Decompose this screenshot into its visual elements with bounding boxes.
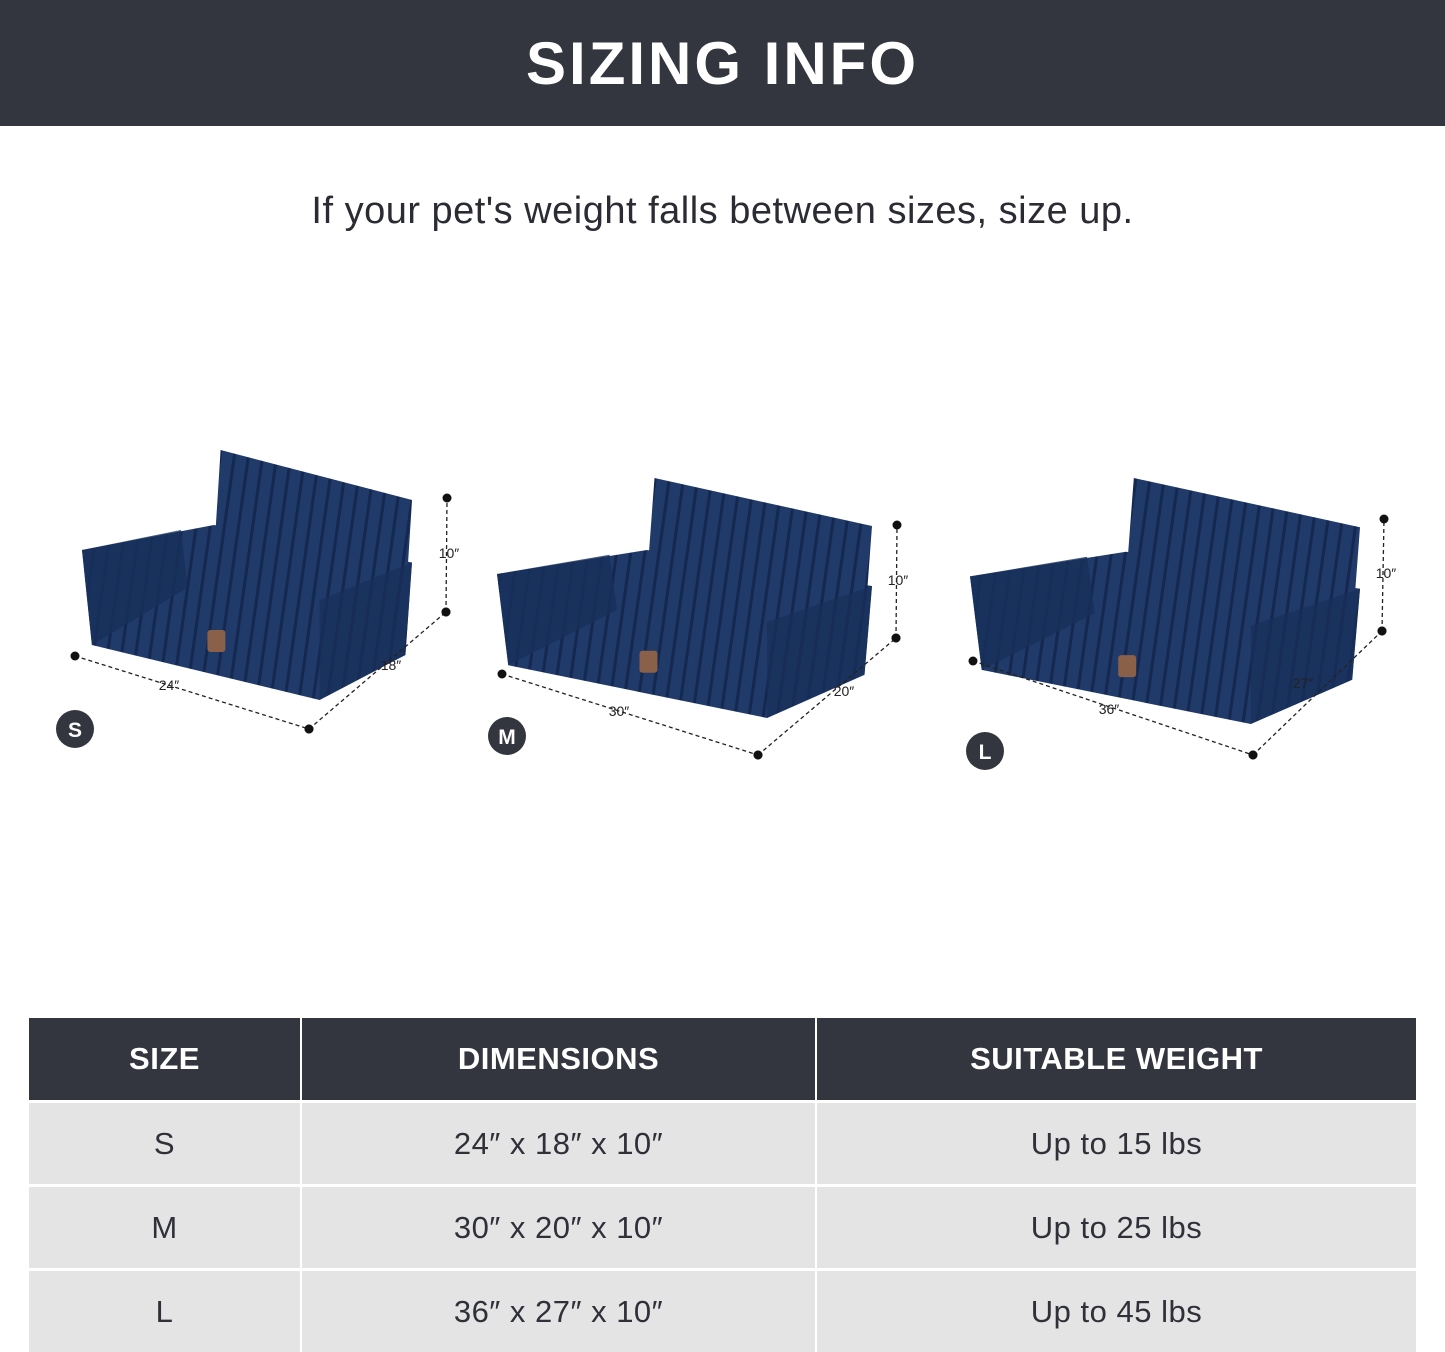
header-size: SIZE — [29, 1018, 301, 1102]
pet-bed-m — [497, 478, 872, 718]
dimension-dot — [754, 751, 763, 760]
dimension-dot — [1249, 751, 1258, 760]
dimension-dot — [892, 634, 901, 643]
brand-tag — [1118, 655, 1136, 677]
dimension-label-height: 10″ — [1376, 565, 1397, 581]
dimension-dot — [305, 725, 314, 734]
cell-dimensions: 24″ x 18″ x 10″ — [301, 1102, 816, 1186]
dimension-label-width: 30″ — [609, 703, 630, 719]
dimension-label-depth: 27″ — [1293, 675, 1314, 691]
cell-dimensions: 36″ x 27″ x 10″ — [301, 1270, 816, 1352]
dimension-dot — [498, 670, 507, 679]
table-row: L 36″ x 27″ x 10″ Up to 45 lbs — [29, 1270, 1416, 1352]
dimension-dot — [1380, 515, 1389, 524]
dimension-dot — [893, 521, 902, 530]
dimension-label-height: 10″ — [888, 572, 909, 588]
cell-size: M — [29, 1186, 301, 1270]
dimension-label-depth: 20″ — [834, 683, 855, 699]
dimension-label-width: 36″ — [1099, 701, 1120, 717]
dimension-dot — [443, 494, 452, 503]
size-badge-label: L — [979, 741, 992, 764]
dimension-dot — [71, 652, 80, 661]
table-row: M 30″ x 20″ x 10″ Up to 25 lbs — [29, 1186, 1416, 1270]
cell-weight: Up to 25 lbs — [816, 1186, 1416, 1270]
cell-weight: Up to 45 lbs — [816, 1270, 1416, 1352]
dimension-label-depth: 18″ — [381, 657, 402, 673]
table-row: S 24″ x 18″ x 10″ Up to 15 lbs — [29, 1102, 1416, 1186]
dimension-dot — [442, 608, 451, 617]
size-badge: S — [56, 710, 94, 748]
size-badge-label: S — [68, 719, 82, 742]
dimension-label-height: 10″ — [439, 545, 460, 561]
dimension-label-width: 24″ — [159, 677, 180, 693]
cell-size: L — [29, 1270, 301, 1352]
size-badge: L — [966, 732, 1004, 770]
dimension-dot — [969, 657, 978, 666]
header-dimensions: DIMENSIONS — [301, 1018, 816, 1102]
brand-tag — [640, 651, 658, 673]
brand-tag — [207, 630, 225, 652]
product-illustrations: 24″ 18″ 10″ S 30″ 20″ 10″ M 36″ 27″ 10″ L — [0, 0, 1445, 1000]
cell-dimensions: 30″ x 20″ x 10″ — [301, 1186, 816, 1270]
table-header-row: SIZE DIMENSIONS SUITABLE WEIGHT — [29, 1018, 1416, 1102]
header-suitable-weight: SUITABLE WEIGHT — [816, 1018, 1416, 1102]
cell-size: S — [29, 1102, 301, 1186]
size-badge: M — [488, 717, 526, 755]
cell-weight: Up to 15 lbs — [816, 1102, 1416, 1186]
sizing-table: SIZE DIMENSIONS SUITABLE WEIGHT S 24″ x … — [29, 1018, 1416, 1352]
pet-bed-s — [82, 450, 412, 700]
dimension-dot — [1378, 627, 1387, 636]
size-badge-label: M — [498, 726, 516, 749]
